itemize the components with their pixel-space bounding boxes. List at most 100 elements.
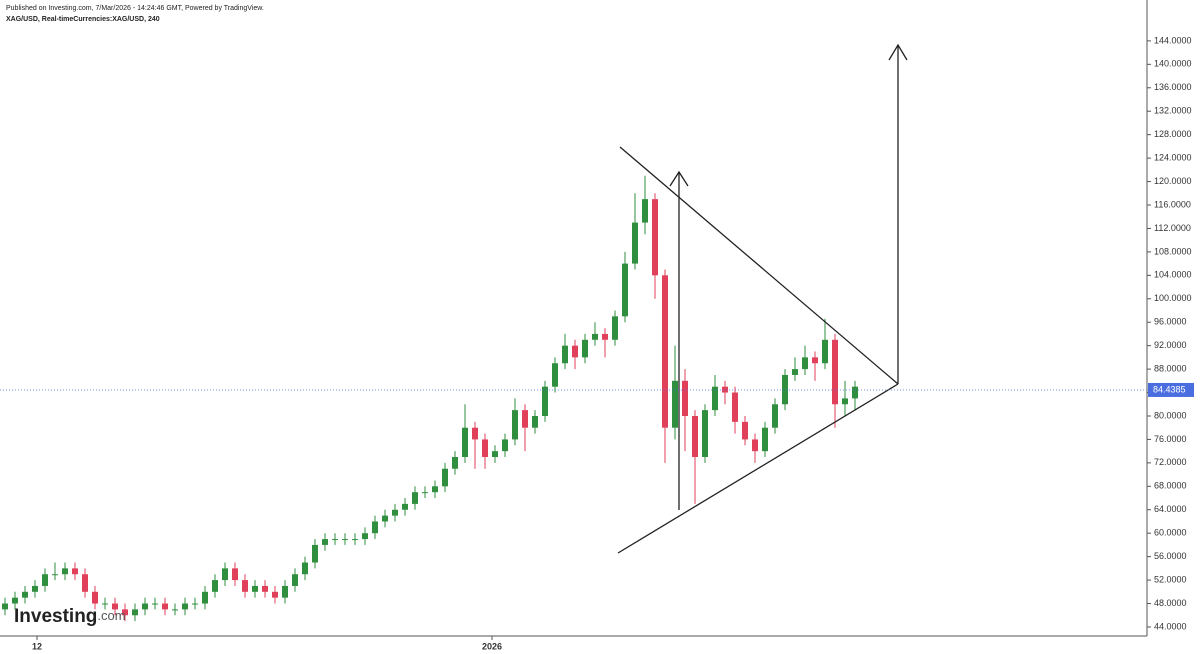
y-tick-label: 128.0000 bbox=[1154, 129, 1192, 139]
candle-body bbox=[722, 386, 728, 393]
candle-body bbox=[222, 568, 228, 581]
y-tick-label: 52.0000 bbox=[1154, 574, 1187, 584]
candle-body bbox=[152, 603, 158, 605]
candle-body bbox=[662, 275, 668, 428]
candle-body bbox=[552, 363, 558, 387]
y-tick-label: 116.0000 bbox=[1154, 199, 1191, 209]
candle-body bbox=[762, 427, 768, 452]
plot bbox=[2, 175, 858, 622]
candle-body bbox=[382, 515, 388, 522]
candle-body bbox=[442, 468, 448, 487]
candle-body bbox=[732, 392, 738, 422]
y-tick-label: 68.0000 bbox=[1154, 481, 1187, 491]
candle-body bbox=[692, 415, 698, 458]
candle-body bbox=[202, 591, 208, 604]
candle-body bbox=[172, 609, 178, 611]
logo: Investing.com bbox=[14, 606, 126, 627]
candle-body bbox=[92, 591, 98, 604]
candle-body bbox=[532, 415, 538, 428]
candle-body bbox=[82, 574, 88, 592]
candle-body bbox=[122, 609, 128, 616]
y-tick-label: 60.0000 bbox=[1154, 528, 1187, 538]
candle-body bbox=[32, 585, 38, 592]
last-price-box bbox=[1148, 382, 1194, 397]
candle-body bbox=[212, 580, 218, 592]
candle-body bbox=[52, 574, 58, 576]
candle-body bbox=[482, 439, 488, 458]
candle-body bbox=[472, 427, 478, 440]
candle-body bbox=[342, 539, 348, 541]
candle-body bbox=[282, 585, 288, 598]
y-tick-label: 132.0000 bbox=[1154, 106, 1192, 116]
candle-body bbox=[162, 603, 168, 610]
candle-body bbox=[422, 492, 428, 494]
y-tick-label: 112.0000 bbox=[1154, 223, 1191, 233]
candle-body bbox=[602, 333, 608, 340]
logo-suffix: .com bbox=[97, 608, 125, 623]
candle-body bbox=[832, 339, 838, 405]
candle-body bbox=[492, 451, 498, 458]
candle-body bbox=[22, 591, 28, 598]
candle-body bbox=[312, 544, 318, 563]
candle-body bbox=[542, 386, 548, 416]
y-tick-label: 88.0000 bbox=[1154, 363, 1187, 373]
x-tick-label: 2026 bbox=[482, 641, 502, 651]
candle-body bbox=[612, 316, 618, 340]
candle-body bbox=[822, 339, 828, 364]
y-tick-label: 44.0000 bbox=[1154, 621, 1187, 631]
candle-body bbox=[702, 410, 708, 458]
candle-body bbox=[412, 492, 418, 504]
x-tick-label: 12 bbox=[32, 641, 42, 651]
candle-body bbox=[452, 457, 458, 469]
y-tick-label: 80.0000 bbox=[1154, 410, 1187, 420]
candle-body bbox=[332, 539, 338, 541]
candle-body bbox=[272, 591, 278, 598]
published-note: Published on Investing.com, 7/Mar/2026 -… bbox=[6, 5, 264, 12]
y-tick-label: 108.0000 bbox=[1154, 246, 1192, 256]
candle-body bbox=[132, 609, 138, 616]
candle-body bbox=[352, 539, 358, 541]
candle-body bbox=[842, 398, 848, 405]
y-tick-label: 124.0000 bbox=[1154, 152, 1192, 162]
candle-body bbox=[392, 509, 398, 516]
y-tick-label: 100.0000 bbox=[1154, 293, 1192, 303]
candle-body bbox=[252, 585, 258, 592]
y-tick-label: 104.0000 bbox=[1154, 270, 1192, 280]
y-tick-label: 64.0000 bbox=[1154, 504, 1187, 514]
candle-body bbox=[812, 357, 818, 364]
candle-body bbox=[292, 574, 298, 586]
candle-body bbox=[502, 439, 508, 452]
trend-line bbox=[617, 383, 899, 554]
candle-body bbox=[582, 339, 588, 358]
candle-body bbox=[632, 222, 638, 264]
candle-body bbox=[522, 410, 528, 428]
candle-body bbox=[62, 568, 68, 575]
candle-body bbox=[2, 603, 8, 610]
candle-body bbox=[142, 603, 148, 610]
candle-body bbox=[772, 404, 778, 428]
y-tick-label: 136.0000 bbox=[1154, 82, 1192, 92]
arrow-head bbox=[888, 43, 908, 61]
candle-body bbox=[752, 439, 758, 452]
candle-body bbox=[672, 380, 678, 428]
candle-body bbox=[622, 263, 628, 317]
y-tick-label: 96.0000 bbox=[1154, 317, 1187, 327]
candle-body bbox=[372, 521, 378, 534]
candle-body bbox=[592, 333, 598, 340]
candle-body bbox=[242, 580, 248, 592]
candle-body bbox=[782, 374, 788, 405]
candle-body bbox=[792, 369, 798, 375]
candle-body bbox=[682, 380, 688, 416]
candle-body bbox=[712, 386, 718, 411]
candle-body bbox=[742, 421, 748, 440]
arrow-head bbox=[669, 170, 689, 187]
y-tick-label: 144.0000 bbox=[1154, 35, 1192, 45]
candle-body bbox=[262, 585, 268, 592]
last-price-label: 84.4385 bbox=[1153, 384, 1186, 394]
candle-body bbox=[462, 427, 468, 458]
candle-body bbox=[112, 603, 118, 610]
y-tick-label: 48.0000 bbox=[1154, 598, 1187, 608]
trend-line bbox=[619, 146, 899, 385]
candle-body bbox=[512, 410, 518, 440]
